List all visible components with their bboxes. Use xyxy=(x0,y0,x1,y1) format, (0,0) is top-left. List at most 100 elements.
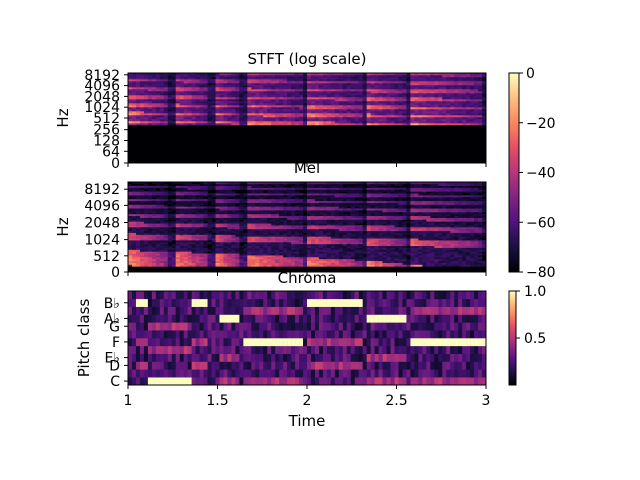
heat-cell xyxy=(267,187,272,190)
heat-cell xyxy=(147,97,153,100)
heat-cell xyxy=(183,193,188,196)
heat-cell xyxy=(207,264,212,267)
heat-cell xyxy=(131,227,137,230)
heat-cell xyxy=(271,227,276,230)
heat-cell xyxy=(131,101,137,104)
heat-cell xyxy=(374,230,379,233)
heat-cell xyxy=(334,197,340,200)
heat-cell xyxy=(151,113,157,116)
heat-cell xyxy=(299,258,304,262)
heat-cell xyxy=(362,77,367,80)
heat-cell xyxy=(139,111,145,114)
heat-cell xyxy=(259,247,264,250)
heat-cell xyxy=(251,85,256,88)
heat-cell xyxy=(346,238,352,241)
heat-cell xyxy=(235,243,240,247)
heat-cell xyxy=(243,97,248,100)
heat-cell xyxy=(179,187,184,190)
heat-cell xyxy=(151,119,157,122)
heat-cell xyxy=(279,195,284,198)
heat-cell xyxy=(330,109,336,112)
heat-cell xyxy=(334,81,340,84)
heat-cell xyxy=(342,223,348,226)
heat-cell xyxy=(318,262,324,265)
heat-cell xyxy=(466,79,471,82)
heat-cell xyxy=(259,97,264,100)
heat-cell xyxy=(454,95,459,98)
heat-cell xyxy=(147,103,153,106)
heat-cell xyxy=(247,183,252,187)
heat-cell xyxy=(374,99,379,102)
heat-cell xyxy=(350,97,356,100)
heat-cell xyxy=(167,191,173,194)
heat-cell xyxy=(259,210,264,213)
heat-cell xyxy=(318,251,324,254)
heat-cell xyxy=(442,109,447,112)
heat-cell xyxy=(227,105,232,108)
heat-cell xyxy=(426,97,431,100)
heat-cell xyxy=(131,249,137,252)
heat-cell xyxy=(175,210,181,213)
heat-cell xyxy=(462,123,467,126)
heat-cell xyxy=(346,123,352,126)
heat-cell xyxy=(139,103,145,106)
heat-cell xyxy=(303,107,308,110)
heat-cell xyxy=(303,95,308,98)
heat-cell xyxy=(350,75,356,78)
heat-cell xyxy=(187,107,192,110)
heat-cell xyxy=(283,183,288,187)
heat-cell xyxy=(203,187,208,190)
heat-cell xyxy=(291,249,296,252)
heat-cell xyxy=(342,197,348,200)
heat-cell xyxy=(354,243,360,247)
heat-cell xyxy=(187,232,192,235)
heat-cell xyxy=(330,195,336,198)
heat-cell xyxy=(426,119,431,122)
heat-cell xyxy=(139,101,145,104)
heat-cell xyxy=(227,91,232,94)
heat-cell xyxy=(362,251,367,254)
heat-cell xyxy=(155,260,161,263)
heat-cell xyxy=(310,262,316,265)
heat-cell xyxy=(147,197,153,200)
heat-cell xyxy=(135,103,141,106)
heat-cell xyxy=(358,111,363,114)
heat-cell xyxy=(167,257,173,260)
heat-cell xyxy=(414,117,419,120)
heat-cell xyxy=(239,208,244,211)
heat-cell xyxy=(283,228,288,232)
heat-cell xyxy=(398,103,403,106)
heat-cell xyxy=(139,81,145,84)
heat-cell xyxy=(143,195,149,198)
heat-cell xyxy=(243,221,248,224)
heat-cell xyxy=(227,115,232,118)
heat-cell xyxy=(219,200,224,203)
heat-cell xyxy=(203,245,208,248)
heat-cell xyxy=(283,101,288,104)
heat-cell xyxy=(143,117,149,120)
heat-cell xyxy=(307,73,312,76)
heat-cell xyxy=(155,95,161,98)
heat-cell xyxy=(155,221,161,224)
heat-cell xyxy=(338,182,344,185)
heat-cell xyxy=(303,247,308,250)
heat-cell xyxy=(295,85,300,88)
heat-cell xyxy=(299,260,304,263)
heat-cell xyxy=(275,103,280,106)
heat-cell xyxy=(155,253,161,256)
heat-cell xyxy=(330,234,336,237)
heat-cell xyxy=(271,77,276,80)
heat-cell xyxy=(163,242,169,245)
heat-cell xyxy=(279,89,284,92)
heat-cell xyxy=(159,217,165,220)
heat-cell xyxy=(275,101,280,104)
heat-cell xyxy=(402,117,407,120)
heat-cell xyxy=(187,197,192,200)
heat-cell xyxy=(271,228,276,232)
heat-cell xyxy=(259,234,264,237)
heat-cell xyxy=(267,236,272,239)
heat-cell xyxy=(203,83,208,86)
heat-cell xyxy=(183,185,188,188)
heat-cell xyxy=(458,107,463,110)
heat-cell xyxy=(151,232,157,235)
